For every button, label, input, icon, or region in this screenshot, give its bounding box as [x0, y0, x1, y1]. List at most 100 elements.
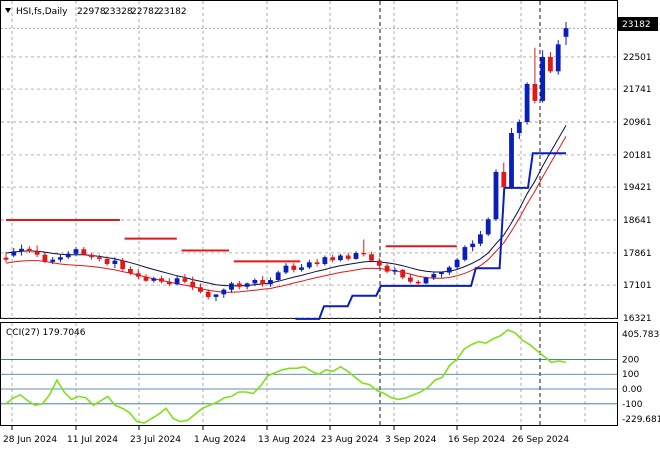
candle-body: [135, 273, 141, 277]
candle-body: [19, 248, 24, 252]
symbol-label: HSI,fs,Daily: [16, 7, 68, 17]
candle-body: [104, 258, 110, 264]
candle-body: [306, 262, 312, 268]
candle-body: [540, 57, 546, 101]
candle-body: [345, 255, 351, 259]
price-tick-label: 20961: [623, 118, 652, 128]
cci-tick-label: 100: [622, 370, 639, 380]
candle-body: [524, 84, 530, 122]
candle-body: [96, 257, 102, 259]
candle-body: [446, 267, 452, 273]
candle-body: [128, 269, 133, 274]
candle-body: [462, 247, 468, 260]
high-value: 23328: [104, 7, 133, 17]
price-tick-label: 20181: [623, 151, 652, 161]
open-value: 22978: [77, 7, 106, 17]
cci-tick-label: -100: [622, 400, 643, 410]
candle-body: [11, 251, 17, 256]
current-price-label: 23182: [622, 20, 651, 30]
candle-body: [112, 260, 118, 264]
candle-body: [392, 269, 398, 272]
candle-body: [34, 251, 40, 255]
candle-body: [361, 253, 367, 255]
low-value: 22782: [131, 7, 160, 17]
candle-body: [501, 171, 507, 188]
chart-header: HSI,fs,Daily 22978 23328 22782 23182: [5, 7, 187, 17]
candle-body: [384, 265, 390, 272]
channel-upper-line: [6, 219, 457, 263]
candle-body: [120, 260, 126, 269]
candle-body: [470, 243, 476, 248]
candle-body: [509, 133, 514, 188]
candle-body: [423, 277, 429, 284]
date-tick-label: 11 Jul 2024: [67, 435, 118, 445]
cci-tick-label: 200: [622, 355, 639, 365]
date-tick-label: 26 Sep 2024: [512, 435, 569, 445]
ma-slow-line: [5, 136, 567, 293]
candle-body: [50, 259, 56, 262]
price-tick-label: 18641: [623, 216, 652, 226]
candle-body: [353, 253, 359, 259]
candle-body: [439, 272, 444, 275]
candle-body: [548, 57, 553, 72]
candle-body: [65, 253, 71, 258]
candle-body: [555, 44, 561, 72]
date-tick-label: 13 Aug 2024: [258, 435, 316, 445]
main-panel: [0, 0, 618, 319]
date-tick-label: 1 Aug 2024: [194, 435, 246, 445]
candle-body: [58, 257, 63, 260]
candle-body: [532, 84, 538, 101]
date-tick-label: 23 Aug 2024: [321, 435, 379, 445]
candle-body: [283, 265, 289, 273]
candle-body: [174, 278, 180, 285]
dropdown-triangle-icon[interactable]: [5, 8, 11, 13]
price-tick-label: 17861: [623, 249, 652, 259]
candle-body: [314, 262, 320, 264]
indicator-label: CCI(27) 179.7046: [6, 328, 86, 338]
price-tick-label: 22501: [623, 53, 652, 63]
candle-body: [485, 219, 491, 235]
date-tick-label: 28 Jun 2024: [3, 435, 57, 445]
candle-body: [431, 274, 437, 278]
candle-body: [291, 265, 297, 270]
candle-body: [322, 257, 328, 264]
candle-body: [415, 281, 421, 284]
candle-body: [338, 255, 343, 261]
candle-body: [244, 283, 250, 287]
candle-body: [198, 287, 203, 292]
candle-body: [268, 280, 273, 285]
candle-body: [516, 122, 522, 133]
candle-body: [478, 234, 483, 244]
candle-body: [275, 272, 281, 280]
candle-body: [73, 249, 79, 254]
channel-lower-line: [295, 152, 566, 320]
candle-body: [260, 280, 266, 285]
price-tick-label: 19421: [623, 183, 652, 193]
cci-tick-label: 0.00: [622, 385, 642, 395]
candle-body: [229, 283, 234, 290]
date-tick-label: 16 Sep 2024: [448, 435, 505, 445]
current-price-marker: [618, 17, 658, 31]
candle-body: [89, 254, 94, 258]
axis-labels: 22501 21741 20961 20181 19421 18641 17861 17101…: [3, 53, 660, 445]
candle-body: [299, 267, 304, 270]
candle-body: [151, 278, 157, 281]
price-tick-label: 17101: [623, 281, 652, 291]
candle-body: [221, 289, 227, 295]
cci-series: [5, 328, 567, 424]
candle-body: [330, 257, 336, 261]
candle-body: [182, 278, 188, 282]
candle-body: [42, 254, 48, 262]
candle-body: [252, 280, 258, 284]
date-tick-label: 3 Sep 2024: [385, 435, 437, 445]
candle-body: [159, 278, 164, 282]
price-tick-label: 16321: [623, 314, 652, 324]
cci-tick-label: 405.7837: [622, 330, 660, 340]
candle-body: [563, 28, 569, 37]
date-tick-label: 23 Jul 2024: [130, 435, 181, 445]
candle-body: [26, 248, 32, 252]
candle-body: [408, 277, 413, 282]
close-value: 23182: [158, 7, 187, 17]
